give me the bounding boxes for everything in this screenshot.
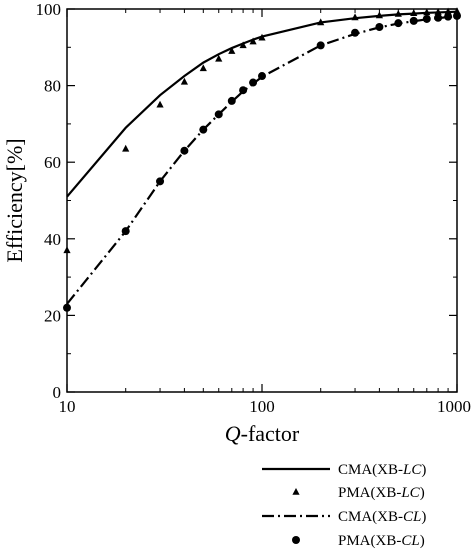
triangle-point [375,11,384,19]
x-axis-title-italic: Q [225,421,241,446]
triangle-point [239,41,247,49]
plot-frame [66,8,458,393]
series-line [66,15,458,305]
series-3 [66,15,458,305]
y-tick-label: 0 [53,383,62,402]
legend-entry-1: CMA(XB-LC) [262,462,426,478]
x-tick-label: 100 [249,397,275,416]
circle-point [444,12,453,21]
circle-point [351,28,360,37]
x-axis-title-rest: -factor [241,421,300,446]
series-4 [63,11,461,312]
circle-point [239,86,248,95]
triangle-point [394,9,402,17]
circle-point [121,227,130,236]
plot-marks [63,7,461,312]
y-tick-label: 40 [44,230,61,249]
circle-point [316,41,325,50]
axis-ticks [66,8,458,393]
circle-point [422,14,431,23]
x-tick-label: 10 [59,397,76,416]
legend-label: CMA(XB-LC) [338,462,426,478]
y-axis-title: Efficiency[%] [2,138,27,262]
legend-label: PMA(XB-CL) [338,533,425,549]
y-tick-label: 100 [36,0,62,19]
circle-point [199,125,208,134]
legend-swatch-circle [292,536,300,544]
legend-label-suffix: ) [420,485,425,501]
x-tick-label: 1000 [437,397,471,416]
triangle-point [122,144,130,152]
x-axis-title: Q-factor [225,421,300,446]
legend-label-prefix: CMA(XB- [338,509,403,525]
series-2 [63,7,461,254]
legend-entry-3: CMA(XB-CL) [262,509,426,525]
circle-point [409,16,418,25]
legend-label-prefix: PMA(XB- [338,533,401,549]
triangle-point [180,77,189,85]
circle-point [394,19,403,28]
triangle-point [317,18,325,26]
circle-point [227,96,236,105]
legend-entry-4: PMA(XB-CL) [292,533,425,549]
triangle-point [199,64,207,72]
legend-label-suffix: ) [421,509,426,525]
legend-label: CMA(XB-CL) [338,509,426,525]
circle-point [249,78,258,87]
legend-label-italic: CL [403,509,421,525]
triangle-point [249,37,257,45]
circle-point [180,146,189,155]
triangle-point [156,100,164,108]
y-tick-label: 80 [44,77,61,96]
legend-label-italic: CL [401,533,419,549]
legend-swatch-triangle [292,488,300,495]
legend: CMA(XB-LC)PMA(XB-LC)CMA(XB-CL)PMA(XB-CL) [262,462,426,549]
legend-label-suffix: ) [421,462,426,478]
legend-entry-2: PMA(XB-LC) [292,485,425,501]
y-tick-label: 20 [44,306,61,325]
legend-label-prefix: CMA(XB- [338,462,403,478]
circle-point [214,110,223,119]
triangle-point [228,47,236,54]
legend-label: PMA(XB-LC) [338,485,425,501]
legend-label-prefix: PMA(XB- [338,485,401,501]
circle-point [258,72,266,81]
triangle-point [351,13,359,21]
circle-point [375,23,384,32]
triangle-point [215,54,223,62]
circle-point [434,13,443,22]
legend-label-italic: LC [402,462,422,478]
tick-labels: 0 20 40 60 80 100 10 100 1000 [36,0,472,416]
circle-point [156,177,165,186]
legend-label-suffix: ) [420,533,425,549]
y-tick-label: 60 [44,153,61,172]
legend-label-italic: LC [400,485,420,501]
triangle-point [258,33,266,41]
